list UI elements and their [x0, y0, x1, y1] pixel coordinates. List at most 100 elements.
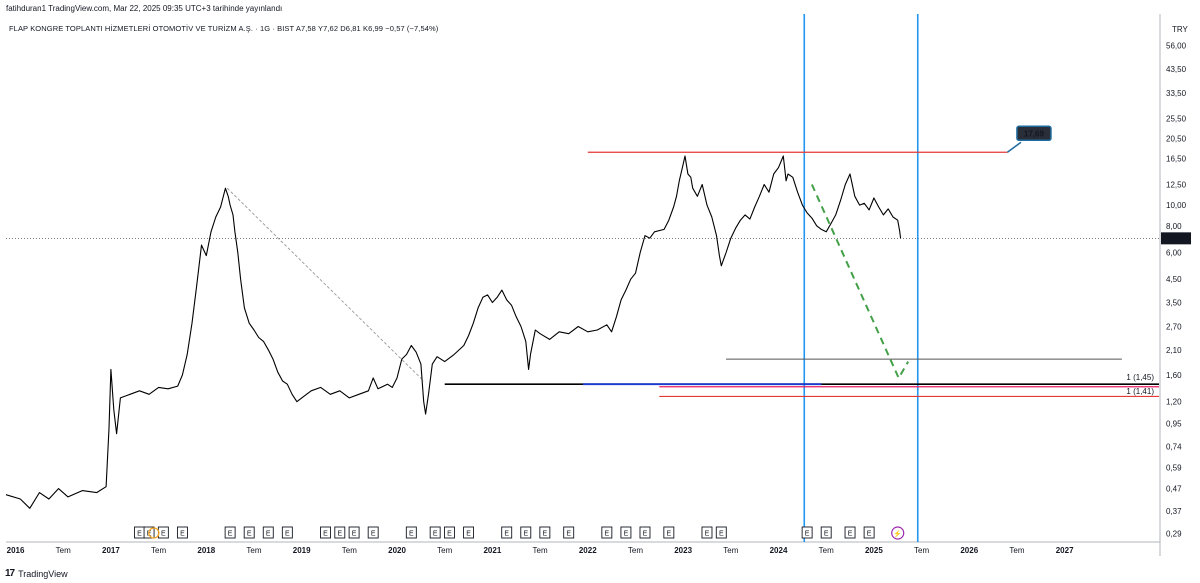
earnings-event-label: E — [247, 531, 252, 538]
earnings-event-marker[interactable] — [501, 526, 513, 539]
price-tick-label: 2,10 — [1166, 346, 1182, 355]
earnings-event-marker[interactable] — [405, 526, 417, 539]
earnings-event-label: E — [666, 531, 671, 538]
time-tick-label: Tem — [56, 546, 71, 555]
time-tick-label: Tem — [533, 546, 548, 555]
time-tick-label: Tem — [342, 546, 357, 555]
earnings-event-marker[interactable] — [262, 526, 274, 539]
earnings-event-label: E — [504, 531, 509, 538]
earnings-event-marker[interactable] — [715, 526, 727, 539]
time-axis[interactable]: 2016 Tem 2017 Tem 2018 Tem 2019 Tem 2020 Tem 2021 T… — [6, 541, 1160, 555]
price-badge-label: 17,69 — [1024, 129, 1045, 138]
earnings-event-label: E — [867, 531, 872, 538]
time-tick-label: Tem — [914, 546, 929, 555]
price-tick-label: 16,50 — [1166, 155, 1187, 164]
price-tick-label: 0,95 — [1166, 419, 1182, 428]
earnings-event-marker[interactable] — [601, 526, 613, 539]
earnings-event-marker[interactable] — [520, 526, 532, 539]
earnings-event-label: E — [566, 531, 571, 538]
symbol-title: FLAP KONGRE TOPLANTI HİZMETLERİ OTOMOTİV… — [9, 24, 439, 33]
price-tick-label: 0,47 — [1166, 485, 1182, 494]
currency-label: TRY — [1172, 25, 1189, 34]
earnings-event-marker[interactable] — [334, 526, 346, 539]
earnings-event-label: E — [543, 531, 548, 538]
earnings-event-label: E — [523, 531, 528, 538]
earnings-event-label: E — [323, 531, 328, 538]
price-tick-label: 43,50 — [1166, 65, 1187, 74]
price-axis[interactable]: TRY 56,00 43,50 33,50 25,50 20,50 16,50 12,50 10… — [1159, 14, 1191, 556]
last-price-label: 6,99 — [1168, 234, 1184, 243]
price-tick-label: 10,00 — [1166, 201, 1187, 210]
earnings-event-marker[interactable] — [801, 526, 813, 539]
earnings-event-marker[interactable] — [663, 526, 675, 539]
price-badge[interactable] — [1016, 125, 1052, 142]
time-tick-label: Tem — [1009, 546, 1024, 555]
earnings-event-label: E — [605, 531, 610, 538]
earnings-event-marker[interactable] — [639, 526, 651, 539]
time-tick-label: 2022 — [579, 546, 597, 555]
earnings-event-label: E — [705, 531, 710, 538]
events-row[interactable]: E E E E E E E E E E E E E E E E E E E E E E E E E E E E E E ⚡ — [134, 526, 905, 540]
footer: 17 TradingView — [5, 568, 68, 579]
earnings-event-marker[interactable] — [348, 526, 360, 539]
publish-header: fatihduran1 TradingView.com, Mar 22, 202… — [6, 4, 283, 13]
time-tick-label: 2020 — [388, 546, 406, 555]
earnings-event-label: E — [285, 531, 290, 538]
time-tick-label: 2018 — [197, 546, 215, 555]
price-tick-label: 0,59 — [1166, 464, 1182, 473]
earnings-event-marker[interactable] — [701, 526, 713, 539]
earnings-event-marker[interactable] — [563, 526, 575, 539]
earnings-event-label: E — [180, 531, 185, 538]
fib-label: 1 (1,41) — [1126, 387, 1154, 396]
earnings-event-marker[interactable] — [463, 526, 475, 539]
earnings-event-label: E — [466, 531, 471, 538]
earnings-event-marker[interactable] — [367, 526, 379, 539]
flash-event-icon[interactable] — [891, 526, 905, 540]
price-tick-label: 0,74 — [1166, 443, 1182, 452]
tradingview-logo-icon: 17 — [5, 568, 15, 579]
earnings-event-marker[interactable] — [224, 526, 236, 539]
trend-line-dashed[interactable] — [226, 187, 425, 382]
earnings-event-label: E — [848, 531, 853, 538]
earnings-event-label: E — [137, 531, 142, 538]
last-price-tag — [1161, 232, 1191, 245]
price-tick-label: 20,50 — [1166, 135, 1187, 144]
earnings-event-marker[interactable] — [281, 526, 293, 539]
price-tick-label: 0,37 — [1166, 507, 1182, 516]
time-tick-label: 2021 — [483, 546, 501, 555]
time-tick-label: 2017 — [102, 546, 120, 555]
earnings-event-label: E — [719, 531, 724, 538]
time-tick-label: 2019 — [293, 546, 311, 555]
price-tick-label: 3,50 — [1166, 298, 1182, 307]
earnings-event-label: E — [337, 531, 342, 538]
time-tick-label: 2027 — [1056, 546, 1074, 555]
earnings-event-label: E — [433, 531, 438, 538]
earnings-event-marker[interactable] — [844, 526, 856, 539]
time-tick-label: Tem — [723, 546, 738, 555]
projection-path[interactable] — [810, 184, 910, 381]
price-tick-label: 1,20 — [1166, 398, 1182, 407]
earnings-event-label: E — [824, 531, 829, 538]
earnings-event-label: E — [161, 531, 166, 538]
earnings-event-marker[interactable] — [863, 526, 875, 539]
badge-pointer — [1006, 141, 1022, 153]
earnings-event-label: E — [352, 531, 357, 538]
dividend-event-icon[interactable] — [148, 527, 160, 539]
earnings-event-marker[interactable] — [444, 526, 455, 539]
earnings-event-marker[interactable] — [243, 526, 255, 539]
earnings-event-label: E — [805, 531, 810, 538]
time-tick-label: 2024 — [770, 546, 788, 555]
earnings-event-marker[interactable] — [176, 526, 188, 539]
earnings-event-marker[interactable] — [620, 526, 632, 539]
earnings-event-marker[interactable] — [539, 526, 551, 539]
earnings-event-marker[interactable] — [820, 526, 832, 539]
price-tick-label: 8,00 — [1166, 222, 1182, 231]
earnings-event-marker[interactable] — [429, 526, 441, 539]
earnings-event-label: E — [409, 531, 414, 538]
price-tick-label: 12,50 — [1166, 180, 1187, 189]
price-tick-label: 25,50 — [1166, 114, 1187, 123]
earnings-event-marker[interactable] — [320, 526, 331, 539]
fib-label: 1 (1,45) — [1126, 373, 1154, 382]
price-tick-label: 4,50 — [1166, 275, 1182, 284]
